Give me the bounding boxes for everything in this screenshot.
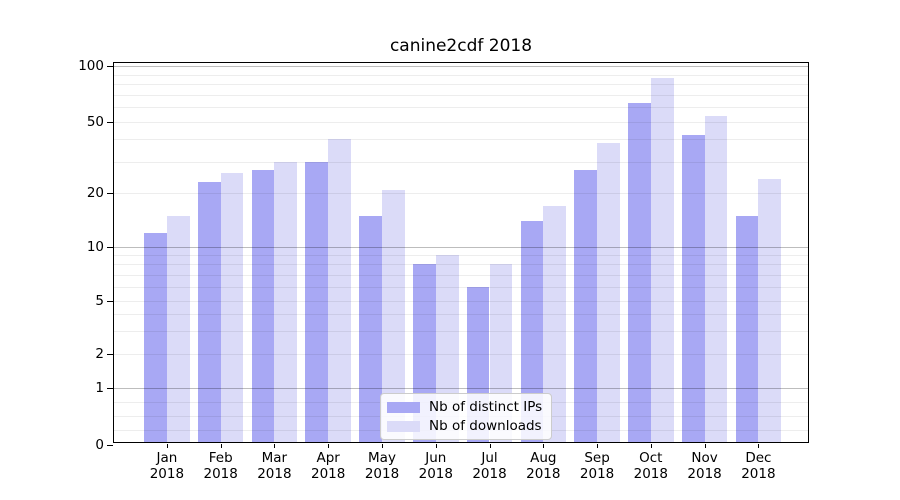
x-tick-mark [704, 444, 706, 448]
x-tick-label: Nov 2018 [687, 450, 722, 482]
x-tick-mark [758, 444, 760, 448]
y-tick-mark [107, 354, 113, 355]
y-tick-label: 10 [86, 238, 104, 255]
y-tick-label: 20 [86, 185, 104, 202]
bar-nb-of-distinct-ips [359, 215, 382, 442]
legend-item-downloads: Nb of downloads [387, 418, 542, 434]
gridline-minor [114, 193, 808, 195]
bar-nb-of-downloads [274, 161, 298, 442]
legend-swatch-distinct-ips [387, 401, 420, 413]
x-tick-label: Oct 2018 [633, 450, 668, 482]
bar-nb-of-distinct-ips [735, 215, 759, 442]
bar-nb-of-downloads [543, 205, 567, 442]
x-tick-label: Jul 2018 [472, 450, 507, 482]
y-tick-mark [107, 121, 113, 123]
gridline-minor [114, 286, 808, 288]
bar-nb-of-downloads [704, 115, 728, 442]
plot-area [113, 62, 809, 443]
gridline-minor [114, 274, 808, 276]
gridline-minor [114, 107, 808, 108]
gridline-minor [114, 83, 808, 85]
bar-nb-of-distinct-ips [628, 103, 651, 442]
y-tick-mark [107, 193, 113, 195]
gridline-minor [114, 354, 808, 355]
y-tick-label: 50 [86, 113, 104, 130]
bar-nb-of-downloads [328, 139, 351, 442]
x-tick-label: May 2018 [364, 450, 400, 482]
bar-nb-of-downloads [220, 172, 244, 442]
legend: Nb of distinct IPs Nb of downloads [380, 393, 553, 440]
bar-nb-of-downloads [166, 215, 190, 442]
y-tick-mark [107, 66, 113, 67]
gridline-major [114, 246, 808, 248]
legend-swatch-downloads [387, 420, 420, 432]
bar-nb-of-downloads [597, 143, 620, 442]
gridline-minor [114, 264, 808, 266]
x-tick-mark [274, 444, 276, 448]
x-tick-label: Aug 2018 [526, 450, 561, 482]
bar-nb-of-downloads [382, 189, 405, 442]
gridline-minor [114, 255, 808, 256]
bar-nb-of-distinct-ips [251, 169, 275, 442]
gridline-minor [114, 301, 808, 302]
grid-layer [114, 63, 808, 442]
x-tick-label: Feb 2018 [203, 450, 238, 482]
bar-nb-of-distinct-ips [197, 182, 221, 442]
bar-nb-of-distinct-ips [681, 135, 705, 442]
bar-nb-of-distinct-ips [574, 169, 598, 442]
x-tick-mark [650, 444, 652, 448]
y-tick-label: 5 [95, 293, 104, 309]
bar-nb-of-downloads [650, 78, 674, 442]
y-tick-label: 0 [95, 436, 104, 453]
gridline-minor [114, 121, 808, 123]
legend-item-distinct-ips: Nb of distinct IPs [387, 399, 542, 415]
gridline-major [114, 66, 808, 67]
x-tick-mark [382, 444, 383, 448]
bar-nb-of-distinct-ips [144, 232, 167, 442]
gridline-minor [114, 74, 808, 76]
bar-nb-of-distinct-ips [305, 161, 329, 442]
y-tick-label: 1 [95, 380, 104, 397]
x-tick-label: Mar 2018 [257, 450, 292, 482]
y-tick-mark [107, 444, 113, 446]
x-tick-label: Jun 2018 [418, 450, 453, 482]
x-tick-label: Dec 2018 [741, 450, 776, 482]
x-tick-mark [489, 444, 491, 448]
gridline-minor [114, 330, 808, 332]
x-tick-label: Apr 2018 [311, 450, 346, 482]
y-tick-mark [107, 388, 113, 390]
x-tick-mark [166, 444, 168, 448]
y-tick-mark [107, 246, 113, 248]
gridline-minor [114, 161, 808, 163]
x-tick-label: Sep 2018 [579, 450, 615, 482]
x-tick-mark [435, 444, 437, 448]
bar-nb-of-distinct-ips [520, 220, 544, 442]
y-tick-mark [107, 301, 113, 302]
x-tick-mark [597, 444, 599, 448]
legend-label-downloads: Nb of downloads [429, 418, 542, 434]
x-tick-mark [543, 444, 545, 448]
y-tick-label: 100 [78, 58, 104, 74]
gridline-minor [114, 139, 808, 141]
y-tick-label: 2 [95, 346, 104, 362]
gridline-major [114, 388, 808, 390]
bar-nb-of-downloads [758, 179, 782, 442]
x-tick-label: Jan 2018 [149, 450, 185, 482]
chart-title: canine2cdf 2018 [389, 36, 533, 56]
gridline-minor [114, 94, 808, 96]
gridline-minor [114, 313, 808, 315]
x-tick-mark [220, 444, 222, 448]
legend-label-distinct-ips: Nb of distinct IPs [429, 399, 543, 415]
x-tick-mark [328, 444, 330, 448]
